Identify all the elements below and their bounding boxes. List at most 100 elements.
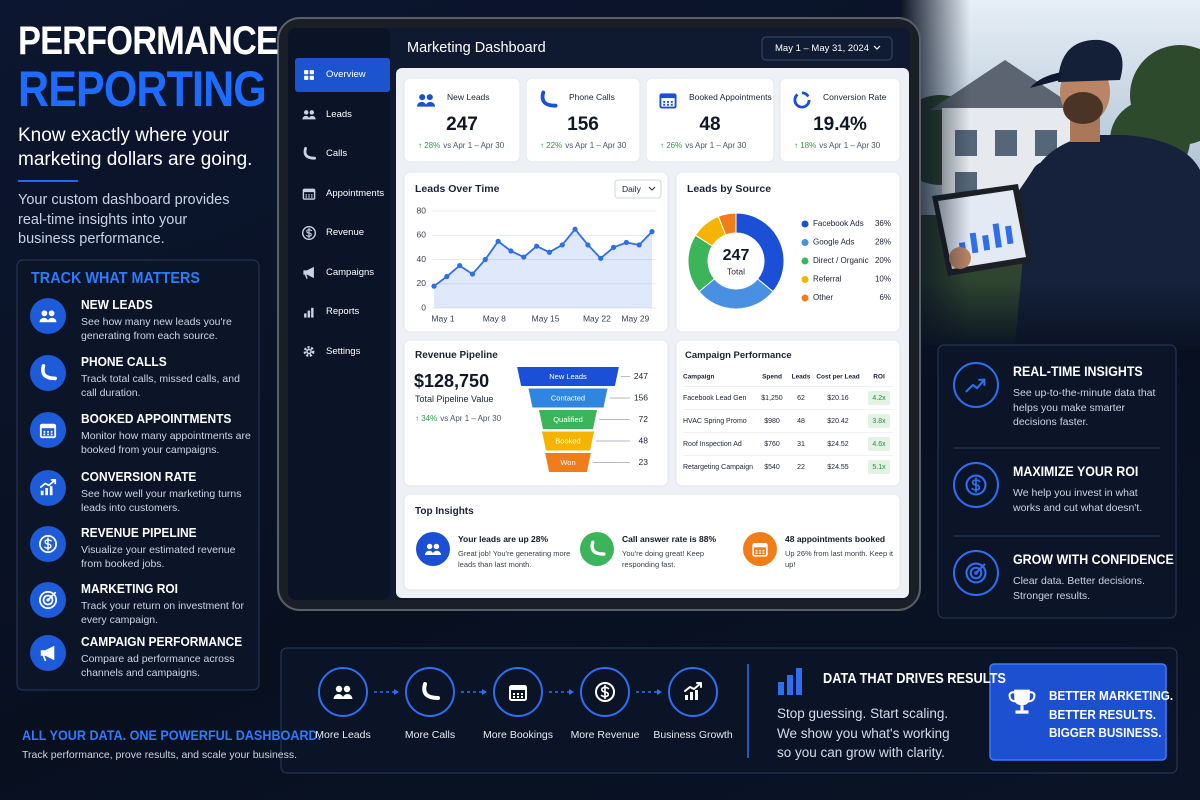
results-icon-bar bbox=[787, 675, 793, 695]
roi-pill bbox=[868, 391, 890, 405]
icon-fill bbox=[759, 549, 761, 552]
y-tick-label: 60 bbox=[417, 230, 427, 240]
icon-fill bbox=[47, 433, 49, 436]
icon bbox=[39, 310, 57, 323]
table-cell: $20.16 bbox=[827, 395, 849, 402]
icon-stroke bbox=[47, 591, 57, 601]
icon-fill bbox=[308, 115, 316, 120]
icon-fill bbox=[762, 552, 765, 555]
insight-title: Your leads are up 28% bbox=[458, 534, 549, 544]
line-point bbox=[636, 242, 642, 248]
icon-fill bbox=[305, 196, 307, 198]
nav-item: Settings bbox=[326, 345, 361, 357]
dropdown bbox=[614, 179, 662, 199]
icon-fill bbox=[513, 693, 515, 695]
flow-step-label: More Bookings bbox=[482, 729, 554, 741]
callout-line: BIGGER BUSINESS. bbox=[1049, 725, 1162, 740]
flow-arrowhead bbox=[394, 689, 399, 695]
line-point bbox=[623, 239, 629, 246]
kpi-change: ↑ 22% bbox=[540, 141, 563, 150]
pipeline-total-label: Total Pipeline Value bbox=[415, 394, 494, 404]
donut-center-value: 247 bbox=[723, 247, 750, 264]
icon-fill bbox=[517, 693, 519, 695]
flow-step-label: Business Growth bbox=[653, 729, 733, 741]
icon bbox=[684, 682, 702, 700]
kpi-compare: vs Apr 1 – Apr 30 bbox=[819, 141, 881, 150]
kpi-change-row: ↑ 26% vs Apr 1 – Apr 30 bbox=[660, 141, 746, 151]
icon bbox=[303, 346, 315, 357]
card bbox=[403, 493, 901, 591]
legend-swatch bbox=[801, 257, 809, 265]
icon-fill bbox=[426, 94, 433, 101]
icon bbox=[422, 682, 440, 700]
slogan-text: Track performance, prove results, and sc… bbox=[22, 749, 298, 761]
table-cell: 31 bbox=[797, 441, 805, 448]
flow-step-ring bbox=[493, 667, 543, 717]
line-point bbox=[546, 249, 553, 255]
icon bbox=[965, 378, 986, 393]
icon-stroke bbox=[42, 654, 47, 662]
dashboard-title: Marketing Dashboard bbox=[407, 40, 546, 56]
legend-value: 36% bbox=[875, 219, 891, 228]
x-tick-label: May 8 bbox=[483, 313, 506, 323]
insight-text: You're doing great! Keep responding fast… bbox=[622, 549, 705, 570]
nav-item: Leads bbox=[326, 108, 352, 120]
date-range: May 1 – May 31, 2024 bbox=[775, 43, 869, 54]
card bbox=[645, 77, 775, 163]
x-tick-label: May 22 bbox=[583, 313, 611, 323]
icon-fill bbox=[304, 313, 307, 318]
icon-stroke bbox=[42, 594, 54, 606]
icon-stroke bbox=[965, 378, 986, 393]
line-point bbox=[508, 248, 514, 254]
icon-fill bbox=[43, 433, 46, 436]
table-cell: Facebook Lead Gen bbox=[683, 395, 747, 402]
table-cell: 5.1x bbox=[872, 464, 886, 471]
icon-fill bbox=[309, 110, 315, 115]
icon-stroke bbox=[969, 566, 983, 580]
table-header: Cost per Lead bbox=[816, 374, 859, 381]
icon-stroke bbox=[595, 682, 615, 702]
icon bbox=[965, 562, 987, 584]
legend-swatch bbox=[801, 276, 809, 283]
icon bbox=[333, 685, 353, 699]
icon-stroke bbox=[41, 364, 57, 381]
nav-active bbox=[295, 58, 390, 92]
intro: Your custom dashboard provides real-time… bbox=[18, 192, 230, 248]
icon-fill bbox=[667, 103, 669, 106]
icon bbox=[39, 591, 58, 610]
icon-fill bbox=[39, 317, 49, 323]
icon-fill bbox=[521, 696, 523, 698]
kpi-label: Phone Calls bbox=[569, 92, 615, 102]
icon-fill bbox=[307, 350, 311, 353]
legend-swatch bbox=[801, 294, 809, 302]
track-text: Compare ad performance across channels a… bbox=[81, 653, 235, 680]
flow-step-ring bbox=[405, 667, 455, 717]
photo-window bbox=[1035, 130, 1057, 156]
kpi-label: Conversion Rate bbox=[823, 92, 887, 102]
chart-title: Leads by Source bbox=[687, 183, 772, 195]
icon-fill bbox=[416, 101, 427, 107]
icon-fill bbox=[303, 266, 314, 279]
funnel-segment bbox=[528, 388, 608, 408]
funnel-value: 23 bbox=[639, 457, 649, 467]
callout-line: BETTER MARKETING. bbox=[1049, 688, 1174, 703]
pipeline-change-row: ↑ 34% vs Apr 1 – Apr 30 bbox=[415, 414, 501, 424]
icon-fill bbox=[762, 549, 765, 552]
benefit-icon-ring bbox=[953, 362, 999, 408]
icon-fill bbox=[43, 430, 46, 433]
slogan-heading: ALL YOUR DATA. ONE POWERFUL DASHBOARD. bbox=[22, 727, 322, 743]
y-tick-label: 20 bbox=[417, 278, 427, 288]
icon-fill bbox=[309, 70, 314, 75]
track-icon-bg bbox=[30, 355, 66, 391]
icon-fill bbox=[521, 693, 523, 695]
icon-fill bbox=[50, 433, 53, 436]
kpi-value: 156 bbox=[567, 114, 599, 135]
kpi-change: ↑ 18% bbox=[794, 141, 817, 150]
table-cell: Retargeting Campaign bbox=[683, 464, 753, 471]
icon-fill bbox=[660, 94, 676, 99]
card bbox=[675, 339, 901, 487]
icon bbox=[302, 188, 316, 200]
table-cell: $980 bbox=[764, 418, 780, 425]
kpi-change-row: ↑ 22% vs Apr 1 – Apr 30 bbox=[540, 141, 626, 151]
icon bbox=[39, 479, 57, 496]
